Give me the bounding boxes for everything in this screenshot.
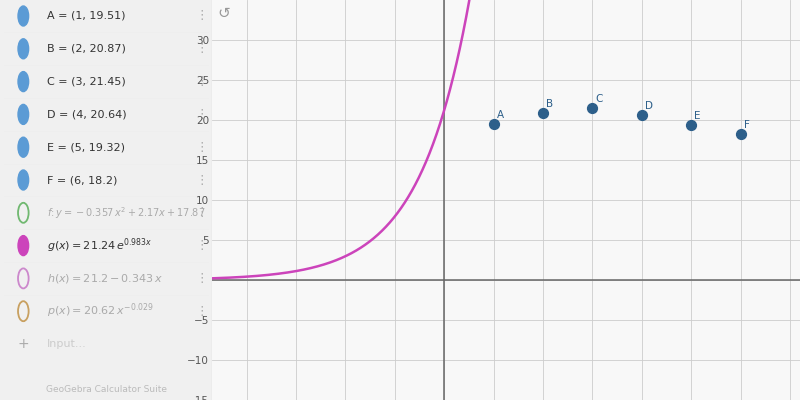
Text: B: B [546, 99, 553, 109]
Text: GeoGebra Calculator Suite: GeoGebra Calculator Suite [46, 386, 166, 394]
Text: ⋮: ⋮ [195, 42, 208, 55]
Text: C = (3, 21.45): C = (3, 21.45) [46, 77, 126, 87]
Text: F = (6, 18.2): F = (6, 18.2) [46, 175, 117, 185]
Text: ⋮: ⋮ [195, 141, 208, 154]
Text: ⋮: ⋮ [195, 75, 208, 88]
Circle shape [18, 170, 29, 190]
Text: ⋮: ⋮ [195, 10, 208, 22]
Text: D = (4, 20.64): D = (4, 20.64) [46, 110, 126, 120]
Point [487, 121, 500, 127]
Text: $g(x) = 21.24\,e^{0.983x}$: $g(x) = 21.24\,e^{0.983x}$ [46, 236, 152, 255]
Text: +: + [18, 337, 29, 351]
Text: C: C [595, 94, 603, 104]
Text: ↺: ↺ [217, 6, 230, 21]
Text: B = (2, 20.87): B = (2, 20.87) [46, 44, 126, 54]
Text: Input...: Input... [46, 339, 86, 349]
Point [685, 122, 698, 129]
Text: $f\!: y = -0.357\,x^2 + 2.17x + 17.87$: $f\!: y = -0.357\,x^2 + 2.17x + 17.87$ [46, 205, 205, 221]
Point [586, 105, 599, 112]
Text: D: D [645, 101, 653, 111]
Text: ⋮: ⋮ [195, 272, 208, 285]
Point [635, 112, 648, 118]
Circle shape [18, 104, 29, 124]
Point [734, 131, 747, 138]
Text: ⋮: ⋮ [195, 305, 208, 318]
Text: $h(x) = 21.2 - 0.343\,x$: $h(x) = 21.2 - 0.343\,x$ [46, 272, 162, 285]
Point [537, 110, 550, 116]
Text: ⋮: ⋮ [195, 174, 208, 186]
Circle shape [18, 137, 29, 157]
Text: E: E [694, 112, 701, 122]
Text: A = (1, 19.51): A = (1, 19.51) [46, 11, 125, 21]
Circle shape [18, 39, 29, 59]
Text: ⋮: ⋮ [195, 108, 208, 121]
Text: F: F [744, 120, 750, 130]
Circle shape [18, 72, 29, 92]
Text: $p(x) = 20.62\,x^{-0.029}$: $p(x) = 20.62\,x^{-0.029}$ [46, 302, 154, 320]
Text: ⋮: ⋮ [195, 206, 208, 219]
Text: ⋮: ⋮ [195, 239, 208, 252]
Circle shape [18, 6, 29, 26]
Text: A: A [497, 110, 504, 120]
Circle shape [18, 236, 29, 256]
Text: E = (5, 19.32): E = (5, 19.32) [46, 142, 125, 152]
